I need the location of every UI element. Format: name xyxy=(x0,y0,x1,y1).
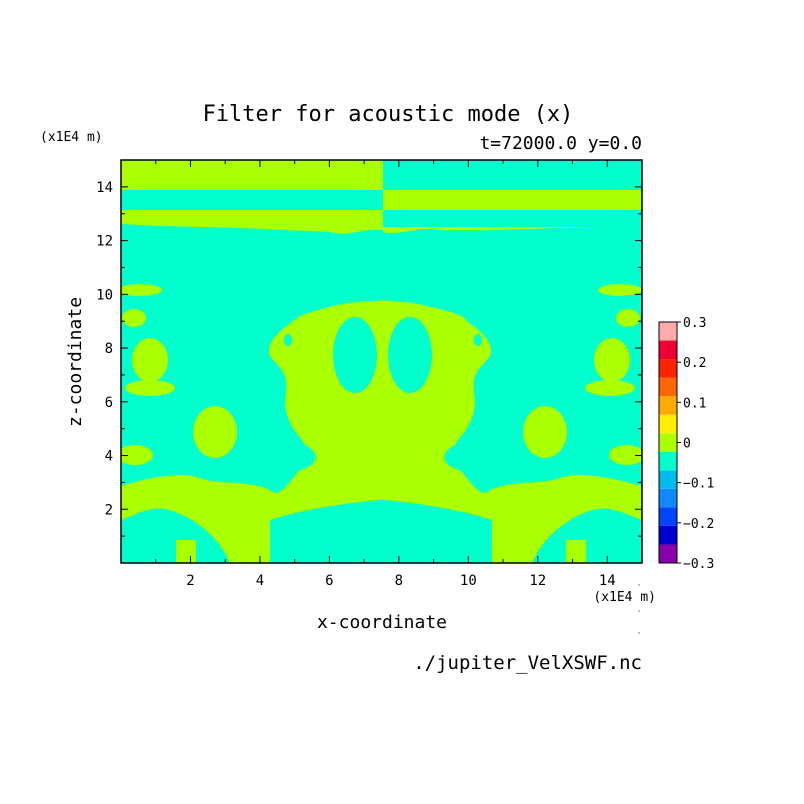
colorbar-swatch xyxy=(659,377,677,397)
x-tick-label: 8 xyxy=(395,573,403,589)
colorbar-tick-label: 0.3 xyxy=(683,316,706,331)
colorbar-swatch xyxy=(659,396,677,415)
colorbar-swatch xyxy=(659,544,677,563)
y-tick-label: 12 xyxy=(96,234,113,250)
x-axis-label: x-coordinate xyxy=(317,612,447,633)
field-negative-holes xyxy=(284,317,482,393)
x-tick-label: 2 xyxy=(186,573,194,589)
x-tick-label: 4 xyxy=(256,573,264,589)
y-tick-label: 14 xyxy=(96,180,113,196)
y-unit-label: (x1E4 m) xyxy=(40,130,103,145)
colorbar-swatch xyxy=(659,507,677,526)
colorbar-tick-label: −0.1 xyxy=(683,477,714,492)
colorbar-swatch xyxy=(659,322,677,341)
marker-dot: ˙ xyxy=(636,632,642,643)
x-tick-label: 14 xyxy=(599,573,616,589)
marker-dot: ˙ xyxy=(636,584,642,595)
chart-subtitle: t=72000.0 y=0.0 xyxy=(479,133,642,154)
colorbar-swatch xyxy=(659,340,677,360)
colorbar-swatch xyxy=(659,451,677,471)
y-tick-label: 8 xyxy=(105,341,113,357)
x-unit-label: (x1E4 m) xyxy=(593,590,656,605)
colorbar-swatch xyxy=(659,433,677,452)
colorbar-swatch xyxy=(659,359,677,378)
chart-title: Filter for acoustic mode (x) xyxy=(203,102,574,127)
colorbar-tick-label: −0.3 xyxy=(683,557,714,572)
marker-dot: ˙ xyxy=(636,610,642,621)
y-tick-label: 2 xyxy=(105,502,113,518)
heatmap-plot xyxy=(121,160,642,563)
colorbar-tick-label: 0 xyxy=(683,437,691,452)
plot-frame xyxy=(120,159,643,564)
x-axis: 2 4 6 8 10 12 14 xyxy=(155,160,643,589)
colorbar-tick-label: −0.2 xyxy=(683,517,714,532)
x-tick-label: 10 xyxy=(460,573,477,589)
y-axis-label: z-coordinate xyxy=(65,297,86,427)
y-tick-label: 6 xyxy=(105,395,113,411)
colorbar-tick-label: 0.2 xyxy=(683,356,706,371)
y-axis: 2 4 6 8 10 12 14 xyxy=(96,159,642,537)
colorbar-swatch xyxy=(659,488,677,508)
y-tick-label: 10 xyxy=(96,287,113,303)
y-tick-label: 4 xyxy=(105,449,113,465)
x-tick-label: 6 xyxy=(325,573,333,589)
colorbar-swatch xyxy=(659,414,677,434)
colorbar-swatch xyxy=(659,525,677,545)
x-tick-label: 12 xyxy=(529,573,546,589)
colorbar: 0.3 0.2 0.1 0 −0.1 −0.2 −0.3 xyxy=(658,316,714,572)
source-filename: ./jupiter_VelXSWF.nc xyxy=(413,652,642,674)
colorbar-swatch xyxy=(659,470,677,489)
colorbar-tick-label: 0.1 xyxy=(683,396,706,411)
